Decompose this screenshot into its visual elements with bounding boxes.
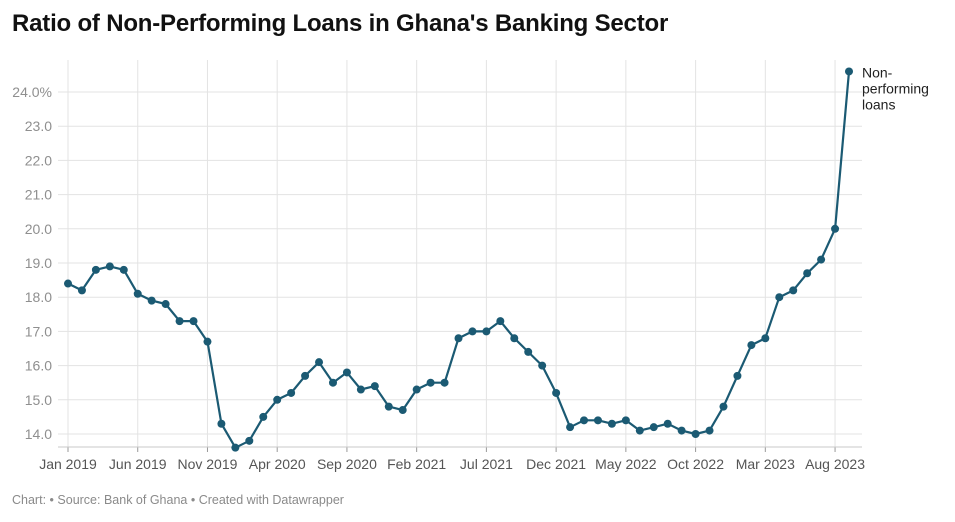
data-points [64,67,853,452]
data-point[interactable] [468,327,477,336]
x-tick-label: Feb 2021 [387,456,446,472]
series-label-line: Non- [862,64,893,80]
data-point[interactable] [328,378,337,387]
data-point[interactable] [77,286,86,295]
x-tick-label: Dec 2021 [526,456,586,472]
y-tick-label: 19.0 [25,255,52,271]
data-point[interactable] [287,388,296,397]
data-point[interactable] [273,395,282,404]
data-point[interactable] [231,443,240,452]
data-point[interactable] [538,361,547,370]
data-point[interactable] [301,371,310,380]
data-point[interactable] [803,269,812,278]
data-point[interactable] [566,423,575,432]
x-tick-label: Nov 2019 [177,456,237,472]
data-point[interactable] [496,317,505,326]
data-point[interactable] [552,388,561,397]
data-point[interactable] [524,347,533,356]
data-point[interactable] [119,265,128,274]
series-line-non-performing-loans [67,71,851,449]
y-tick-label: 20.0 [25,221,52,237]
data-point[interactable] [580,416,589,425]
data-point[interactable] [831,224,840,233]
data-point[interactable] [635,426,644,435]
data-point[interactable] [454,334,463,343]
data-point[interactable] [217,419,226,428]
data-point[interactable] [440,378,449,387]
data-point[interactable] [845,67,853,76]
data-point[interactable] [482,327,491,336]
footer-credit[interactable]: Created with Datawrapper [198,493,344,507]
data-point[interactable] [663,419,672,428]
data-point[interactable] [315,358,324,367]
footer-source[interactable]: Source: Bank of Ghana [57,493,188,507]
chart-footer: Chart: • Source: Bank of Ghana • Created… [12,493,344,507]
data-point[interactable] [817,255,826,264]
data-point[interactable] [398,406,407,415]
x-tick-label: May 2022 [595,456,657,472]
y-tick-label: 23.0 [25,118,52,134]
data-point[interactable] [677,426,686,435]
x-tick-label: Aug 2023 [805,456,865,472]
y-gridlines [58,91,862,435]
series-label-line: loans [862,96,895,112]
data-point[interactable] [789,286,798,295]
x-tick-label: Mar 2023 [736,456,795,472]
footer-chart-label: Chart: [12,493,47,507]
data-point[interactable] [733,371,742,380]
data-point[interactable] [510,334,519,343]
footer-separator: • [190,493,196,507]
data-point[interactable] [593,416,602,425]
line-chart: 14.0 15.0 16.0 17.0 18.0 19.0 20.0 21.0 22.0 23.0… [12,60,929,472]
y-tick-label: 22.0 [25,152,52,168]
y-tick-label: 24.0% [12,84,52,100]
data-point[interactable] [426,378,435,387]
data-point[interactable] [412,385,421,394]
data-point[interactable] [691,430,700,438]
x-axis: Jan 2019 Jun 2019 Nov 2019 Apr 2020 Sep 2020… [39,446,865,472]
y-tick-label: 15.0 [25,392,52,408]
data-point[interactable] [147,296,156,305]
footer-separator: • [49,493,54,507]
data-point[interactable] [189,317,198,326]
data-point[interactable] [775,293,784,302]
data-point[interactable] [342,368,351,377]
data-point[interactable] [621,416,630,425]
data-point[interactable] [607,419,616,428]
series-label-line: performing [862,80,929,96]
y-tick-label: 17.0 [25,323,52,339]
x-tick-label: Jan 2019 [39,456,97,472]
data-point[interactable] [175,317,184,326]
y-tick-label: 14.0 [25,426,52,442]
y-tick-label: 21.0 [25,187,52,203]
data-point[interactable] [356,385,365,394]
data-point[interactable] [105,262,114,271]
y-tick-label: 18.0 [25,289,52,305]
data-point[interactable] [719,402,728,411]
y-axis: 14.0 15.0 16.0 17.0 18.0 19.0 20.0 21.0 22.0 23.0… [12,84,52,442]
data-point[interactable] [649,423,658,432]
data-point[interactable] [705,426,714,435]
x-gridlines [67,60,836,447]
chart-title: Ratio of Non-Performing Loans in Ghana's… [12,10,669,37]
x-tick-label: Apr 2020 [249,456,306,472]
data-point[interactable] [370,382,379,391]
data-point[interactable] [91,265,100,274]
data-point[interactable] [259,412,268,421]
data-point[interactable] [761,334,770,343]
x-tick-label: Oct 2022 [667,456,724,472]
data-point[interactable] [245,436,254,445]
x-tick-label: Sep 2020 [317,456,377,472]
y-tick-label: 16.0 [25,358,52,374]
data-point[interactable] [161,300,170,309]
data-point[interactable] [203,337,212,346]
data-point[interactable] [384,402,393,411]
data-point[interactable] [64,279,72,288]
x-tick-label: Jun 2019 [109,456,167,472]
x-tick-label: Jul 2021 [460,456,513,472]
data-point[interactable] [747,341,756,350]
data-point[interactable] [133,289,142,298]
